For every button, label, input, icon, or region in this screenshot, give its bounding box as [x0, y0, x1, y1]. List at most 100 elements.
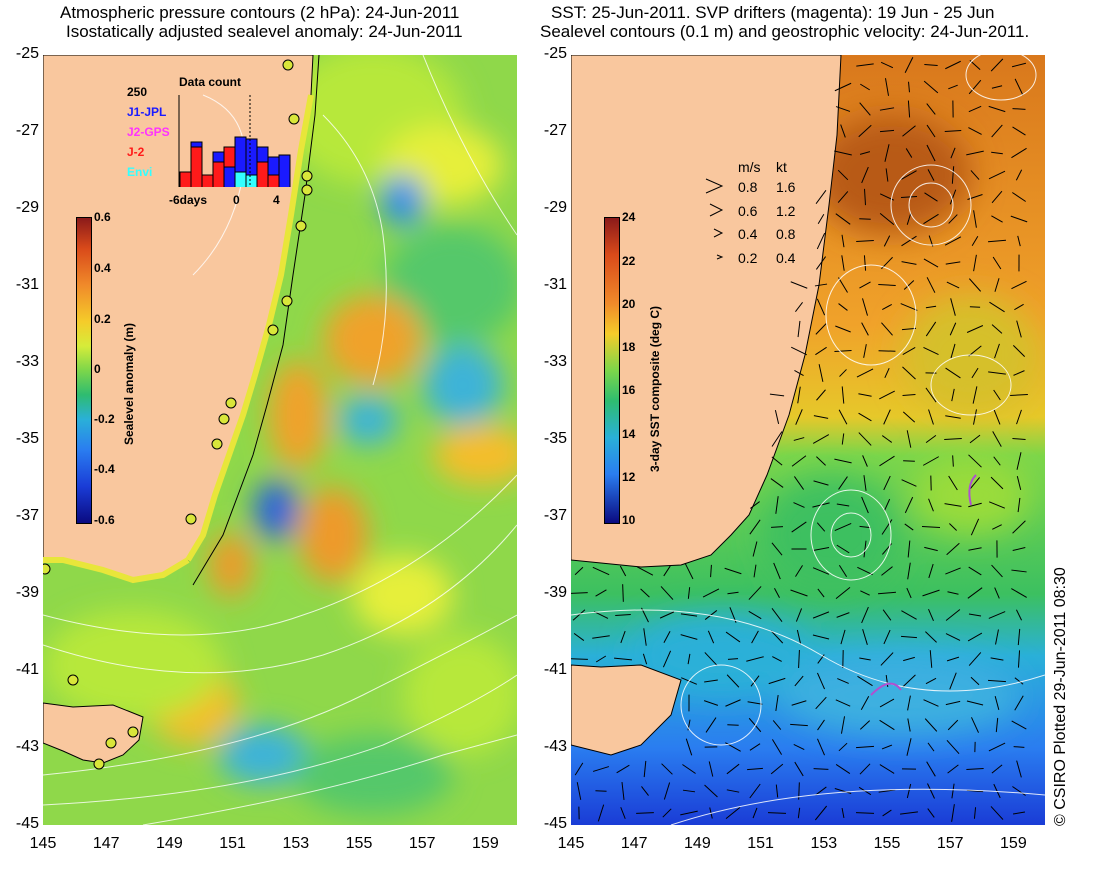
- velocity-arrow: [858, 124, 872, 138]
- velocity-arrow: [1013, 746, 1025, 748]
- velocity-arrow: [967, 632, 983, 642]
- velocity-arrow: [907, 540, 911, 558]
- sst-tick-20: 20: [622, 297, 636, 311]
- velocity-arrow: [927, 783, 935, 799]
- velocity-arrow: [751, 630, 759, 644]
- sst-map[interactable]: [571, 55, 1045, 825]
- velocity-arrow: [685, 738, 693, 756]
- velocity-arrow: [968, 278, 982, 292]
- velocity-arrow: [795, 409, 803, 425]
- velocity-arrow: [837, 678, 849, 684]
- velocity-arrow: [881, 322, 893, 336]
- velocity-arrow: [884, 368, 890, 378]
- velocity-arrow: [1012, 811, 1026, 815]
- sealevel-tick-neg0.4: -0.4: [94, 462, 115, 476]
- velocity-arrow: [817, 738, 825, 756]
- velocity-arrow: [793, 502, 805, 508]
- velocity-arrow: [966, 768, 984, 770]
- velocity-arrow: [924, 63, 938, 67]
- velocity-arrow: [884, 78, 890, 96]
- lat-tick-label: -33: [543, 353, 567, 370]
- velocity-arrow: [926, 144, 936, 162]
- velocity-arrow: [796, 629, 802, 645]
- lat-tick-label: -43: [15, 738, 39, 755]
- velocity-arrow: [968, 652, 982, 666]
- velocity-arrow: [836, 503, 850, 507]
- velocity-arrow: [973, 254, 977, 272]
- velocity-arrow: [726, 674, 740, 688]
- lat-tick-label: -35: [15, 430, 39, 447]
- velocity-arrow: [573, 633, 585, 641]
- velocity-arrow: [682, 789, 696, 793]
- velocity-arrow: [925, 631, 937, 643]
- velocity-arrow: [790, 589, 808, 597]
- velocity-arrow: [992, 431, 1002, 447]
- mission-envi: Envi: [127, 165, 153, 179]
- velocity-arrow: [928, 563, 934, 579]
- velocity-arrow: [1011, 588, 1027, 598]
- velocity-arrow: [793, 437, 805, 441]
- velocity-arrow: [970, 676, 980, 686]
- sealevel-tick-neg0.6: -0.6: [94, 513, 115, 527]
- velocity-arrow: [814, 805, 828, 821]
- velocity-arrow: [835, 325, 851, 333]
- velocity-arrow: [879, 107, 895, 111]
- velocity-arrow: [861, 322, 869, 336]
- velocity-arrow: [927, 808, 935, 818]
- lat-tick-label: -31: [543, 276, 567, 293]
- velocity-arrow: [903, 280, 915, 290]
- velocity-arrow: [817, 719, 825, 731]
- velocity-legend-kt-1: 1.2: [776, 203, 796, 219]
- velocity-arrow: [923, 258, 939, 268]
- velocity-arrow: [966, 325, 984, 333]
- velocity-arrow: [769, 393, 785, 397]
- velocity-arrow: [793, 744, 805, 750]
- velocity-arrow: [771, 542, 783, 556]
- velocity-arrow: [835, 764, 851, 774]
- velocity-arrow: [990, 476, 1004, 490]
- velocity-arrow: [991, 151, 1003, 155]
- velocity-arrow: [944, 130, 962, 132]
- velocity-arrow: [971, 367, 979, 379]
- velocity-arrow: [970, 170, 980, 180]
- velocity-arrow: [1017, 628, 1021, 646]
- lat-tick-label: -39: [15, 584, 39, 601]
- velocity-arrow: [840, 629, 846, 645]
- velocity-arrow: [860, 590, 870, 596]
- velocity-arrow: [951, 804, 955, 822]
- velocity-arrow: [1012, 126, 1026, 136]
- velocity-arrow: [774, 410, 780, 424]
- velocity-arrow: [900, 635, 918, 639]
- velocity-arrow: [643, 628, 647, 646]
- velocity-arrow: [1011, 569, 1027, 573]
- velocity-arrow: [968, 127, 982, 135]
- velocity-legend-kt-0: 1.6: [776, 179, 796, 195]
- velocity-arrow: [687, 587, 691, 599]
- velocity-arrow: [641, 786, 649, 796]
- velocity-arrow: [791, 455, 807, 467]
- velocity-arrow: [1011, 280, 1027, 290]
- velocity-arrow: [814, 283, 828, 287]
- velocity-arrow: [901, 479, 917, 487]
- velocity-arrow: [615, 613, 631, 617]
- sealevel-tick-neg0.2: -0.2: [94, 412, 115, 426]
- velocity-arrow: [859, 720, 871, 730]
- velocity-arrow: [988, 239, 1006, 243]
- velocity-arrow: [1012, 108, 1026, 110]
- velocity-arrow: [815, 190, 827, 204]
- velocity-arrow: [991, 85, 1003, 89]
- velocity-arrow: [923, 347, 939, 355]
- velocity-arrow: [838, 742, 848, 752]
- velocity-arrow: [968, 454, 982, 468]
- lon-tick-label: 147: [620, 835, 648, 852]
- velocity-arrow: [771, 739, 783, 755]
- velocity-arrow: [813, 415, 829, 419]
- velocity-arrow: [967, 587, 983, 599]
- velocity-arrow: [928, 608, 934, 622]
- velocity-arrow: [747, 767, 763, 771]
- sealevel-anomaly-map[interactable]: 250 Data count J1-JPL J2-GPS J-2 Envi: [43, 55, 517, 825]
- velocity-arrow: [592, 635, 610, 639]
- velocity-arrow: [903, 460, 915, 462]
- velocity-arrow: [966, 150, 984, 156]
- velocity-arrow: [834, 350, 852, 352]
